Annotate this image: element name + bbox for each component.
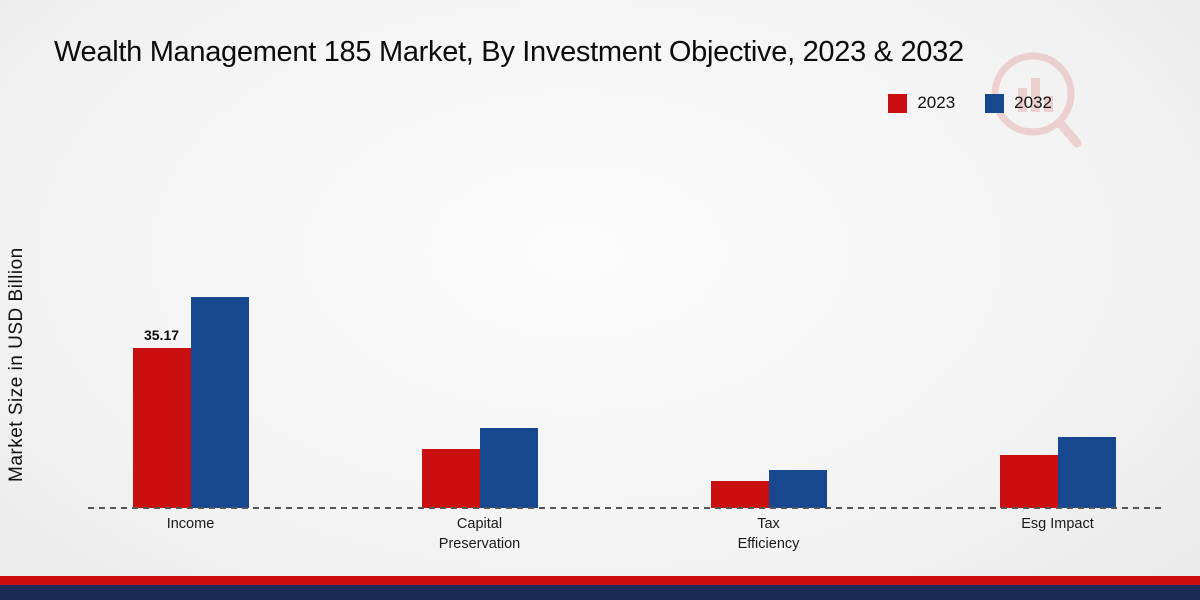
footer-navy-stripe (0, 585, 1200, 600)
legend-item-2023: 2023 (888, 93, 955, 113)
bar-2023-tax-efficiency (710, 481, 769, 508)
bar-group-tax-efficiency (624, 280, 913, 508)
legend: 2023 2032 (888, 93, 1052, 113)
legend-label-2023: 2023 (917, 93, 956, 112)
plot-area: 35.17 (46, 280, 1200, 508)
bar-2032-esg-impact (1057, 436, 1116, 508)
category-label-esg-impact: Esg Impact (1021, 516, 1094, 532)
x-axis-baseline (88, 507, 1164, 509)
bar-2032-income (190, 297, 249, 508)
bar-value-label: 35.17 (143, 326, 180, 343)
legend-label-2032: 2032 (1014, 93, 1052, 112)
category-label-tax-efficiency: Tax Efficiency (737, 516, 800, 553)
bar-group-capital-preservation (335, 280, 624, 508)
footer-red-stripe (0, 576, 1200, 585)
bar-group-esg-impact (913, 280, 1200, 508)
legend-swatch-2032 (985, 93, 1005, 113)
bar-groups: 35.17 (46, 280, 1200, 508)
legend-item-2032: 2032 (985, 93, 1052, 113)
y-axis-label: Market Size in USD Billion (6, 247, 27, 483)
bar-2032-capital-preservation (479, 428, 538, 508)
bar-2032-tax-efficiency (768, 469, 827, 508)
category-label-income: Income (166, 516, 215, 532)
bar-2023-capital-preservation (421, 449, 480, 508)
bar-2023-esg-impact (999, 455, 1058, 508)
chart-title: Wealth Management 185 Market, By Investm… (54, 36, 964, 68)
bar-group-income: 35.17 (46, 280, 335, 508)
category-labels: Income Capital Preservation Tax Efficiency… (46, 514, 1200, 555)
category-label-capital-preservation: Capital Preservation (438, 516, 521, 553)
bar-2023-income: 35.17 (132, 327, 191, 508)
legend-swatch-2023 (888, 93, 908, 113)
